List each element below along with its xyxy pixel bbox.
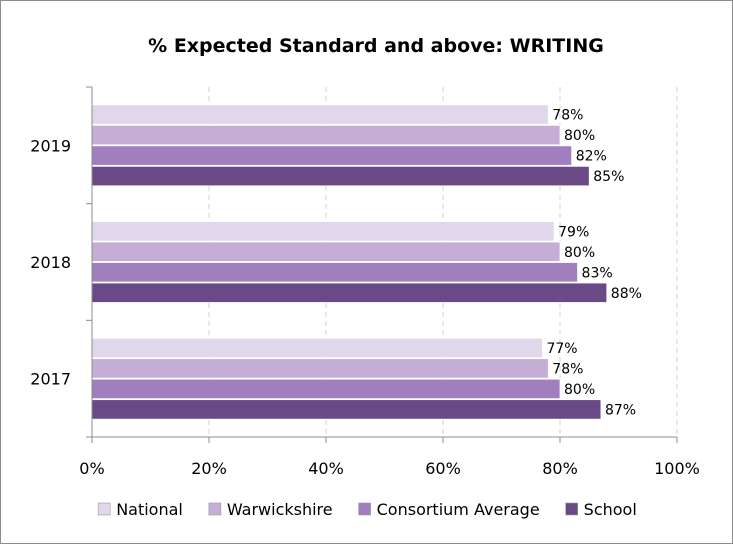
x-tick-label-20: 20% bbox=[191, 459, 227, 478]
x-tick-label-80: 80% bbox=[542, 459, 578, 478]
legend-swatch-national bbox=[97, 502, 111, 516]
bar-2019-national bbox=[91, 104, 549, 125]
data-label-2017-national: 77% bbox=[546, 341, 577, 357]
data-labels: 78% 80% 82% 85% 79% 80% 83% 88% 77% 78% 80% 87% bbox=[546, 108, 641, 419]
bar-2019-consortium-average bbox=[91, 145, 573, 166]
bars bbox=[91, 104, 608, 420]
y-tick-label-2018: 2018 bbox=[30, 253, 71, 272]
bar-2017-consortium-average bbox=[91, 378, 561, 400]
data-label-2018-school: 88% bbox=[611, 286, 642, 302]
y-tick-label-2019: 2019 bbox=[30, 136, 71, 155]
bar-2018-national bbox=[91, 221, 555, 242]
bar-2018-warwickshire bbox=[91, 241, 561, 262]
gridlines bbox=[208, 87, 678, 437]
legend-swatch-warwickshire bbox=[208, 502, 222, 516]
chart-title: % Expected Standard and above: WRITING bbox=[148, 35, 604, 57]
legend-item-school: School bbox=[565, 500, 637, 519]
axes: 2019 2018 2017 0% 20% 40% 60% 80% 100% bbox=[30, 86, 700, 478]
x-tick-label-100: 100% bbox=[654, 459, 700, 478]
data-label-2018-national: 79% bbox=[558, 224, 589, 240]
bar-2017-school bbox=[91, 399, 602, 420]
y-tick-label-2017: 2017 bbox=[30, 370, 71, 389]
data-label-2017-consortium-average: 80% bbox=[564, 382, 595, 398]
x-tick-label-40: 40% bbox=[308, 459, 344, 478]
data-label-2017-school: 87% bbox=[605, 402, 636, 418]
bar-2019-school bbox=[91, 165, 590, 187]
legend-label-warwickshire: Warwickshire bbox=[227, 500, 333, 519]
data-label-2018-consortium-average: 83% bbox=[582, 265, 613, 281]
legend-label-school: School bbox=[584, 500, 637, 519]
x-tick-label-60: 60% bbox=[425, 459, 461, 478]
bar-2017-national bbox=[91, 337, 543, 359]
bar-2018-school bbox=[91, 282, 608, 303]
bar-2017-warwickshire bbox=[91, 358, 549, 379]
legend-item-warwickshire: Warwickshire bbox=[208, 500, 333, 519]
data-label-2018-warwickshire: 80% bbox=[564, 245, 595, 261]
legend-swatch-consortium-average bbox=[358, 502, 371, 516]
data-label-2019-national: 78% bbox=[552, 108, 583, 124]
bar-2019-warwickshire bbox=[91, 124, 561, 146]
x-tick-label-0: 0% bbox=[79, 459, 104, 478]
data-label-2019-warwickshire: 80% bbox=[564, 128, 595, 144]
data-label-2019-consortium-average: 82% bbox=[576, 149, 607, 165]
bar-2018-consortium-average bbox=[91, 262, 578, 283]
legend-item-national: National bbox=[97, 500, 183, 519]
data-label-2019-school: 85% bbox=[593, 169, 624, 185]
legend: National Warwickshire Consortium Average Sc… bbox=[97, 500, 637, 519]
legend-label-consortium-average: Consortium Average bbox=[377, 500, 540, 519]
data-label-2017-warwickshire: 78% bbox=[552, 361, 583, 377]
legend-swatch-school bbox=[565, 502, 578, 516]
legend-label-national: National bbox=[116, 500, 183, 519]
legend-item-consortium-average: Consortium Average bbox=[358, 500, 540, 519]
